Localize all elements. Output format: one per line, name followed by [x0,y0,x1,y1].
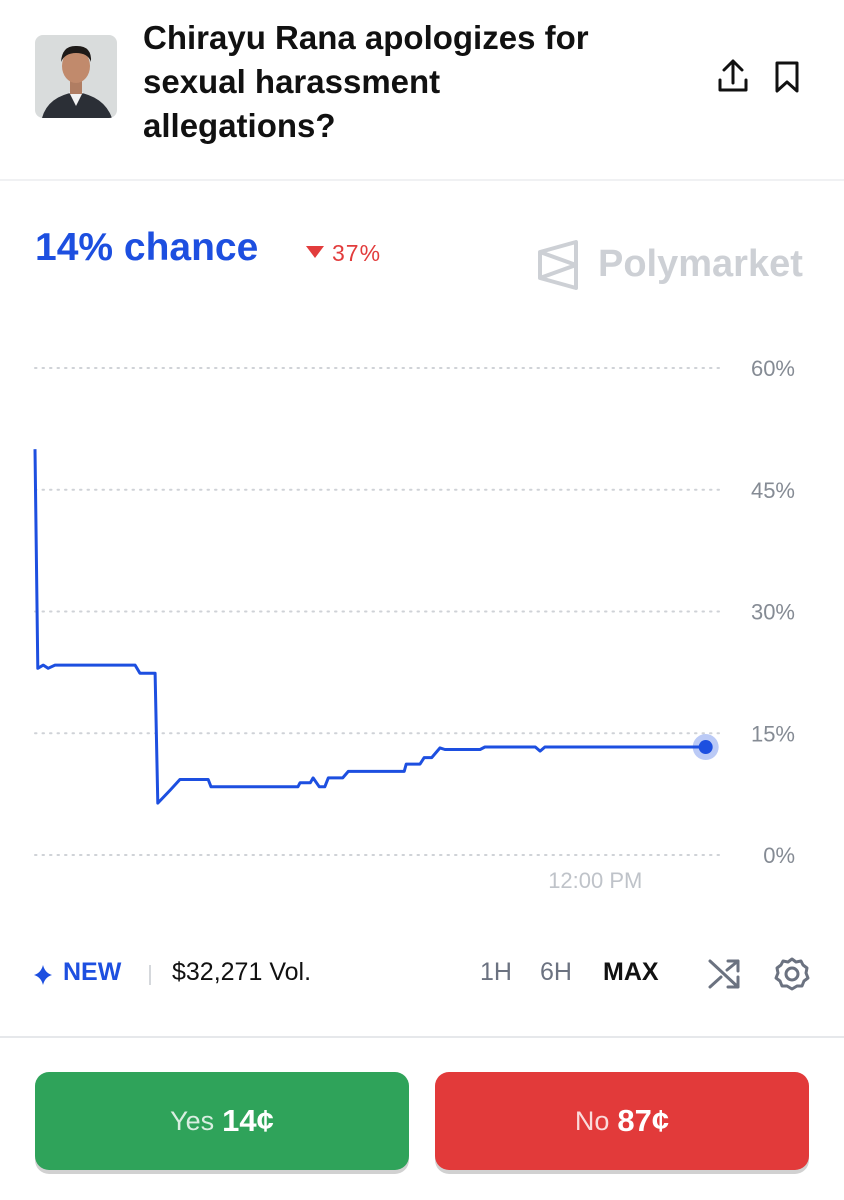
endpoint [698,740,713,755]
bookmark-icon[interactable] [775,61,799,93]
sparkle-icon [34,965,52,985]
no-price: 87¢ [617,1103,670,1138]
share-icon[interactable] [718,59,748,92]
range-tab[interactable]: MAX [603,958,659,986]
market-title: Chirayu Rana apologizes for sexual haras… [143,19,589,144]
y-tick-label: 30% [751,600,795,625]
brand-logo [538,240,578,290]
y-tick-label: 15% [751,721,795,746]
new-badge: NEW [63,958,122,986]
yes-button[interactable]: Yes 14¢ [35,1072,409,1170]
change: 37% [332,240,382,266]
no-button[interactable]: No 87¢ [435,1072,809,1170]
range-tab[interactable]: 6H [540,958,572,986]
avatar [35,35,117,118]
range-tab[interactable]: 1H [480,958,512,986]
shuffle-icon[interactable] [708,959,740,989]
down-triangle [306,246,324,258]
y-tick-label: 60% [751,356,795,381]
brand: Polymarket [598,243,803,285]
chance: 14% chance [35,226,259,269]
volume: $32,271 Vol. [172,958,312,986]
x-tick-label: 12:00 PM [548,868,642,893]
y-tick-label: 45% [751,478,795,503]
yes-label: Yes [170,1105,215,1136]
settings-icon[interactable] [774,957,810,991]
yes-price: 14¢ [222,1103,274,1138]
no-label: No [574,1105,610,1136]
price-line [33,449,706,805]
y-tick-label: 0% [763,843,795,868]
